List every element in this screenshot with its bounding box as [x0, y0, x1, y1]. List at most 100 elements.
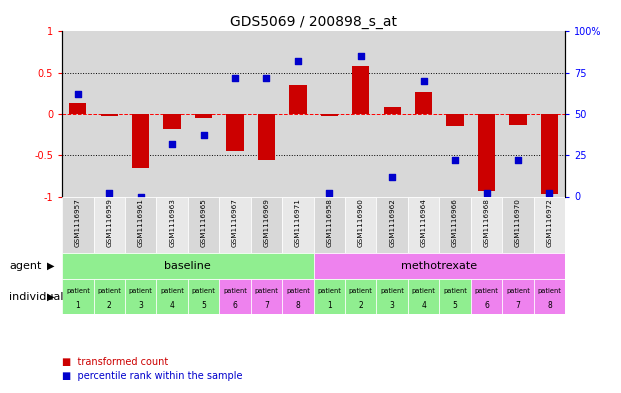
Bar	[69, 103, 86, 114]
Bar	[282, 196, 314, 253]
Text: 3: 3	[390, 301, 394, 310]
Bar	[471, 279, 502, 314]
Text: patient: patient	[192, 288, 215, 294]
Text: 8: 8	[296, 301, 301, 310]
Bar	[415, 92, 432, 114]
Bar	[352, 66, 369, 114]
Bar	[384, 107, 401, 114]
Bar	[408, 196, 440, 253]
Bar	[156, 279, 188, 314]
Text: GSM1116960: GSM1116960	[358, 198, 364, 246]
Bar	[376, 279, 408, 314]
Text: patient: patient	[66, 288, 90, 294]
Text: patient: patient	[380, 288, 404, 294]
Point	[356, 53, 366, 59]
Bar	[376, 196, 408, 253]
Bar	[156, 196, 188, 253]
Bar	[282, 279, 314, 314]
Text: GSM1116958: GSM1116958	[326, 198, 332, 246]
Bar	[62, 196, 94, 253]
Bar	[440, 196, 471, 253]
Bar	[227, 114, 243, 151]
Bar	[471, 31, 502, 196]
Text: patient: patient	[349, 288, 373, 294]
Bar	[94, 196, 125, 253]
Text: patient: patient	[97, 288, 121, 294]
Title: GDS5069 / 200898_s_at: GDS5069 / 200898_s_at	[230, 15, 397, 29]
Text: ■  transformed count: ■ transformed count	[62, 358, 168, 367]
Text: ▶: ▶	[47, 292, 54, 302]
Bar	[251, 31, 282, 196]
Text: individual: individual	[9, 292, 64, 302]
Bar	[440, 279, 471, 314]
Text: 4: 4	[170, 301, 175, 310]
Bar	[502, 31, 533, 196]
Bar	[251, 279, 282, 314]
Bar	[94, 279, 125, 314]
Bar	[533, 279, 565, 314]
Text: GSM1116970: GSM1116970	[515, 198, 521, 246]
Text: patient: patient	[286, 288, 310, 294]
Text: GSM1116959: GSM1116959	[106, 198, 112, 246]
Text: 1: 1	[75, 301, 80, 310]
Bar	[188, 196, 219, 253]
Point	[230, 75, 240, 81]
Text: 5: 5	[201, 301, 206, 310]
Text: 7: 7	[264, 301, 269, 310]
Point	[388, 174, 397, 180]
Text: patient: patient	[506, 288, 530, 294]
Text: methotrexate: methotrexate	[401, 261, 478, 271]
Point	[513, 157, 523, 163]
Point	[481, 190, 491, 196]
Bar	[62, 31, 94, 196]
Bar	[195, 114, 212, 118]
Text: 5: 5	[453, 301, 458, 310]
Bar	[125, 196, 156, 253]
Bar	[345, 31, 376, 196]
Text: GSM1116957: GSM1116957	[75, 198, 81, 246]
Text: GSM1116969: GSM1116969	[263, 198, 270, 246]
Text: patient: patient	[255, 288, 278, 294]
Text: 8: 8	[547, 301, 552, 310]
Bar	[62, 279, 94, 314]
Bar	[188, 279, 219, 314]
Text: patient: patient	[474, 288, 499, 294]
Bar	[509, 114, 527, 125]
Bar	[314, 279, 345, 314]
Text: GSM1116963: GSM1116963	[169, 198, 175, 246]
Text: GSM1116961: GSM1116961	[138, 198, 143, 246]
Text: patient: patient	[412, 288, 435, 294]
Point	[450, 157, 460, 163]
Bar	[219, 279, 251, 314]
Text: patient: patient	[160, 288, 184, 294]
Text: patient: patient	[317, 288, 342, 294]
Bar	[163, 114, 181, 129]
Bar	[258, 114, 275, 160]
Bar	[125, 31, 156, 196]
Text: GSM1116966: GSM1116966	[452, 198, 458, 246]
Text: 3: 3	[138, 301, 143, 310]
Bar	[533, 31, 565, 196]
Point	[545, 190, 555, 196]
Bar	[502, 196, 533, 253]
Text: 6: 6	[233, 301, 237, 310]
Text: 6: 6	[484, 301, 489, 310]
Bar	[446, 114, 464, 125]
Bar	[408, 31, 439, 196]
Bar	[376, 31, 408, 196]
Point	[167, 141, 177, 147]
Text: GSM1116972: GSM1116972	[546, 198, 553, 246]
Point	[104, 190, 114, 196]
Text: 1: 1	[327, 301, 332, 310]
Text: GSM1116968: GSM1116968	[484, 198, 489, 246]
Bar	[101, 114, 118, 116]
Text: ■  percentile rank within the sample: ■ percentile rank within the sample	[62, 371, 243, 381]
Bar	[314, 253, 565, 279]
Point	[261, 75, 271, 81]
Text: 4: 4	[421, 301, 426, 310]
Text: 2: 2	[358, 301, 363, 310]
Text: 2: 2	[107, 301, 112, 310]
Bar	[94, 31, 125, 196]
Point	[199, 132, 209, 139]
Point	[293, 58, 303, 64]
